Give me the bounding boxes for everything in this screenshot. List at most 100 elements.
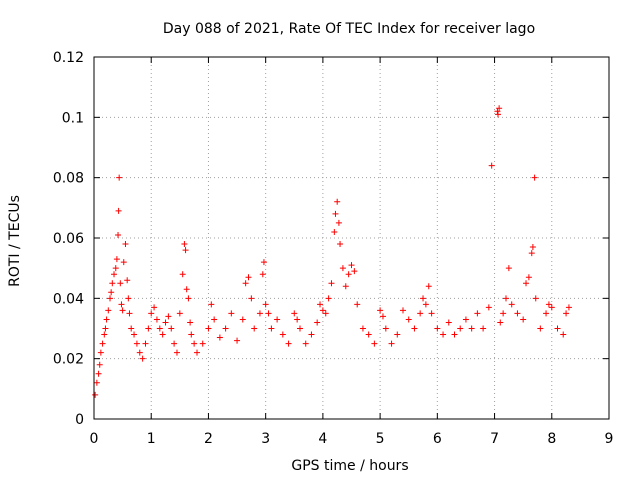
- data-point: [199, 340, 206, 347]
- data-point: [359, 325, 366, 332]
- data-point: [216, 334, 223, 341]
- data-point: [165, 313, 172, 320]
- data-point: [337, 241, 344, 248]
- data-point: [176, 310, 183, 317]
- data-point: [117, 280, 124, 287]
- data-point: [322, 310, 329, 317]
- data-point: [291, 310, 298, 317]
- data-point: [420, 295, 427, 302]
- data-point: [525, 274, 532, 281]
- data-point: [302, 340, 309, 347]
- data-point: [335, 219, 342, 226]
- data-point: [153, 316, 160, 323]
- data-point: [428, 310, 435, 317]
- data-point: [103, 316, 110, 323]
- data-point: [457, 325, 464, 332]
- data-point: [422, 301, 429, 308]
- data-point: [285, 340, 292, 347]
- data-point: [488, 162, 495, 169]
- data-point: [95, 370, 102, 377]
- data-point: [339, 265, 346, 272]
- data-point: [388, 340, 395, 347]
- x-tick-label: 1: [147, 431, 156, 447]
- y-tick-label: 0.04: [53, 291, 84, 307]
- data-point: [317, 301, 324, 308]
- data-points: [92, 105, 572, 398]
- data-point: [182, 247, 189, 254]
- grid-lines: [94, 57, 609, 419]
- data-point: [239, 316, 246, 323]
- data-point: [365, 331, 372, 338]
- data-point: [371, 340, 378, 347]
- y-tick-label: 0.06: [53, 231, 84, 247]
- data-point: [462, 316, 469, 323]
- data-point: [101, 331, 108, 338]
- data-point: [411, 325, 418, 332]
- data-point: [139, 355, 146, 362]
- data-point: [545, 301, 552, 308]
- plot-frame: [93, 56, 610, 420]
- y-tick-label: 0.08: [53, 171, 84, 187]
- data-point: [308, 331, 315, 338]
- data-point: [382, 325, 389, 332]
- data-point: [111, 271, 118, 278]
- data-point: [242, 280, 249, 287]
- data-point: [156, 325, 163, 332]
- data-point: [208, 301, 215, 308]
- data-point: [151, 304, 158, 311]
- data-point: [107, 295, 114, 302]
- data-point: [377, 307, 384, 314]
- axis-ticks: [93, 56, 610, 420]
- data-point: [520, 316, 527, 323]
- data-point: [234, 337, 241, 344]
- data-point: [173, 349, 180, 356]
- data-point: [497, 319, 504, 326]
- data-point: [268, 325, 275, 332]
- data-point: [314, 319, 321, 326]
- data-point: [325, 295, 332, 302]
- data-point: [319, 307, 326, 314]
- data-point: [494, 111, 501, 118]
- data-point: [480, 325, 487, 332]
- data-point: [92, 391, 99, 398]
- data-point: [351, 268, 358, 275]
- data-point: [260, 259, 267, 266]
- data-point: [445, 319, 452, 326]
- data-point: [529, 244, 536, 251]
- data-point: [265, 310, 272, 317]
- data-point: [503, 295, 509, 302]
- data-point: [262, 301, 269, 308]
- data-point: [171, 340, 178, 347]
- data-point: [120, 259, 127, 266]
- data-point: [168, 325, 175, 332]
- data-point: [440, 331, 447, 338]
- data-point: [116, 174, 123, 181]
- data-point: [494, 108, 501, 115]
- data-point: [523, 280, 530, 287]
- data-point: [554, 325, 561, 332]
- y-tick-label: 0.1: [62, 110, 84, 126]
- data-point: [112, 265, 119, 272]
- data-point: [181, 241, 188, 248]
- data-point: [354, 301, 361, 308]
- data-point: [136, 349, 143, 356]
- data-point: [417, 310, 424, 317]
- data-point: [124, 277, 131, 284]
- data-point: [194, 349, 200, 356]
- data-point: [122, 241, 129, 248]
- data-point: [434, 325, 441, 332]
- data-point: [294, 316, 301, 323]
- data-point: [179, 271, 186, 278]
- data-point: [145, 325, 152, 332]
- x-axis-label: GPS time / hours: [291, 458, 408, 474]
- data-point: [425, 283, 432, 290]
- data-point: [348, 262, 355, 269]
- data-point: [332, 210, 339, 217]
- data-point: [345, 271, 352, 278]
- data-point: [532, 295, 539, 302]
- y-tick-label: 0: [75, 412, 84, 428]
- data-point: [188, 331, 195, 338]
- data-point: [451, 331, 458, 338]
- data-point: [105, 307, 112, 314]
- data-point: [394, 331, 401, 338]
